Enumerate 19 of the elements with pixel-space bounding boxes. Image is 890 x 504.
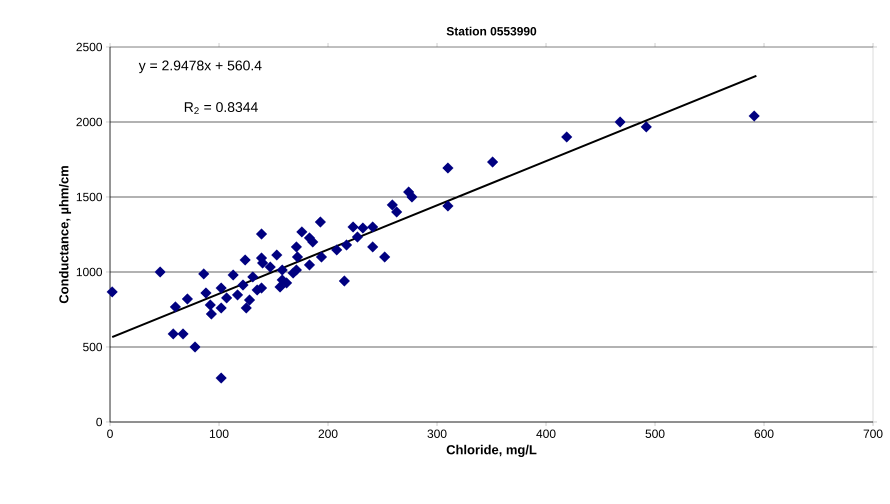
x-tick-label: 600 [754, 430, 774, 438]
y-tick-label: 1000 [76, 268, 102, 276]
x-tick-label: 500 [646, 430, 665, 438]
y-tick-label: 0 [96, 418, 102, 426]
x-axis-title: Chloride, mg/L [446, 444, 536, 457]
y-tick-label: 1500 [76, 192, 102, 202]
x-tick-label: 100 [210, 430, 229, 438]
x-tick-label: 300 [427, 430, 447, 438]
y-axis-title: Conductance, µhm/cm [58, 166, 72, 304]
y-tick-label: 2500 [76, 42, 102, 52]
annotation: R$_{2}$ = 0.8344 [184, 102, 258, 114]
x-tick-label: 200 [318, 430, 338, 438]
y-tick-label: 500 [83, 342, 102, 352]
annotation: y = 2.9478x + 560.4 [138, 60, 262, 74]
y-tick-label: 2000 [76, 118, 102, 126]
x-tick-label: 700 [864, 430, 883, 438]
chart-title: Station 0553990 [446, 26, 536, 36]
x-tick-label: 0 [107, 430, 113, 438]
x-tick-label: 400 [536, 430, 556, 438]
